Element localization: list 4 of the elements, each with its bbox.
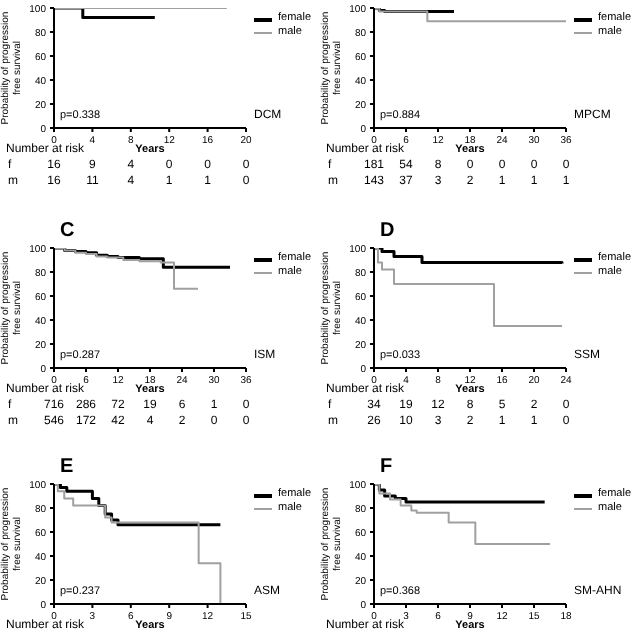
chart-title: D (380, 220, 395, 242)
chart-title: E (60, 456, 74, 478)
chart-title: F (380, 456, 393, 478)
chart-title: C (60, 220, 75, 242)
